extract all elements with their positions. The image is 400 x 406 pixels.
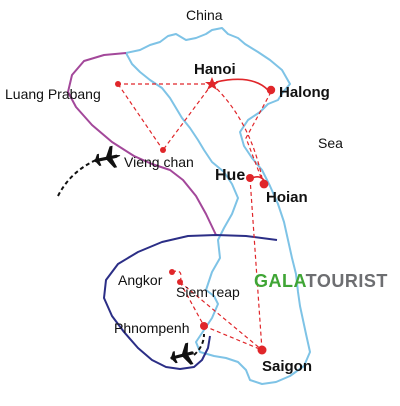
cambodia-border <box>103 234 278 370</box>
vietnam-coastline <box>125 27 311 385</box>
laos-border <box>67 52 217 236</box>
route-luang-prabang-vieng-chan <box>117 83 164 151</box>
tour-routes <box>117 83 272 351</box>
label-hoian: Hoian <box>266 189 308 206</box>
route-siem-reap-phnompenh <box>179 281 205 327</box>
label-hue: Hue <box>215 167 245 184</box>
city-dot-icon <box>160 147 166 153</box>
label-siem-reap: Siem reap <box>176 284 240 300</box>
city-dot-icon <box>169 269 175 275</box>
label-hanoi: Hanoi <box>194 61 236 78</box>
airplane-icon <box>170 342 194 365</box>
route-halong-hoian <box>245 91 272 181</box>
capital-star-icon <box>205 77 219 90</box>
route-siem-reap-saigon <box>179 281 263 351</box>
airplane-icon <box>94 145 121 168</box>
city-dot-icon <box>257 345 267 355</box>
city-dot-icon <box>259 179 269 189</box>
city-dot-icon <box>246 174 254 182</box>
label-vieng-chan: Vieng chan <box>124 154 194 170</box>
city-markers <box>115 81 276 355</box>
label-luang-prabang: Luang Prabang <box>5 86 101 102</box>
flight-path-vientiane <box>57 159 97 197</box>
brand-logo: GALATOURIST <box>254 271 388 291</box>
flight-path-phnompenh <box>193 333 205 356</box>
city-dot-icon <box>177 279 183 285</box>
brand-logo-tourist: TOURIST <box>306 271 388 291</box>
city-dot-icon <box>115 81 121 87</box>
label-angkor: Angkor <box>118 272 163 288</box>
brand-logo-gala: GALA <box>254 271 306 291</box>
route-hue-saigon <box>249 177 263 351</box>
route-hanoi-vieng-chan <box>162 83 213 151</box>
label-saigon: Saigon <box>262 358 312 375</box>
label-china: China <box>186 7 223 23</box>
route-phnompenh-saigon <box>203 325 263 351</box>
route-hanoi-hue <box>211 83 263 179</box>
label-phnompenh: Phnompenh <box>114 320 190 336</box>
city-dot-icon <box>266 85 276 95</box>
label-sea: Sea <box>318 135 343 151</box>
label-halong: Halong <box>279 84 330 101</box>
route-hanoi-halong <box>215 78 269 91</box>
city-dot-icon <box>200 322 208 330</box>
